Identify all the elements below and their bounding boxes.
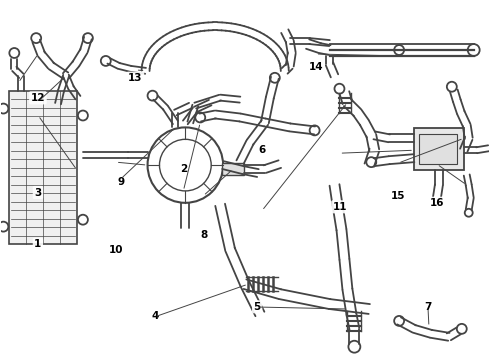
Text: 15: 15 bbox=[391, 191, 406, 201]
Text: 8: 8 bbox=[200, 230, 207, 240]
Text: 2: 2 bbox=[180, 164, 188, 174]
Text: 11: 11 bbox=[333, 202, 347, 212]
Text: 5: 5 bbox=[253, 302, 261, 312]
Text: 14: 14 bbox=[308, 63, 323, 72]
Text: 13: 13 bbox=[128, 73, 143, 83]
Text: 1: 1 bbox=[34, 239, 42, 249]
Text: 6: 6 bbox=[258, 145, 266, 155]
Text: 7: 7 bbox=[424, 302, 431, 312]
Bar bbox=[222, 163, 244, 175]
Bar bbox=[414, 129, 464, 170]
Text: 16: 16 bbox=[430, 198, 445, 208]
Bar bbox=[9, 91, 77, 244]
Text: 3: 3 bbox=[34, 188, 42, 198]
Text: 9: 9 bbox=[117, 177, 124, 187]
Bar bbox=[419, 134, 457, 164]
Text: 4: 4 bbox=[151, 311, 159, 321]
Text: 12: 12 bbox=[31, 93, 45, 103]
Text: 10: 10 bbox=[109, 245, 123, 255]
